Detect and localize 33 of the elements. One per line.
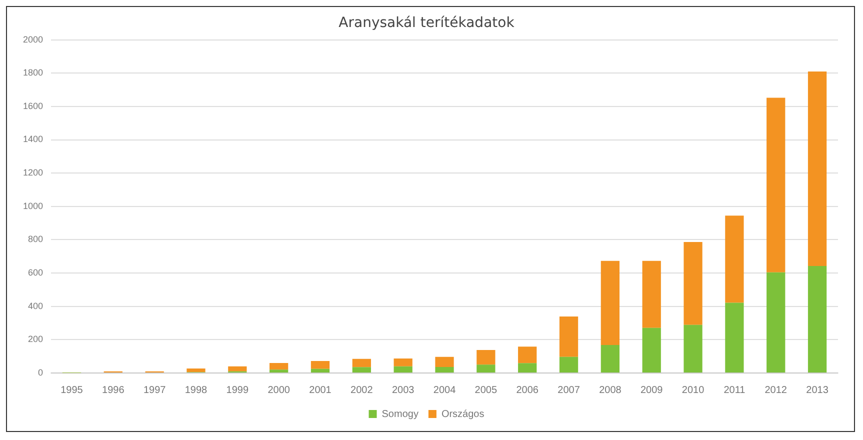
x-tick-label: 1998 [184, 384, 208, 396]
y-tick-label: 600 [28, 268, 44, 278]
y-tick-label: 1400 [22, 134, 44, 144]
x-tick-label: 2006 [516, 384, 539, 396]
x-tick-label: 2005 [474, 384, 498, 396]
x-tick-label: 2011 [724, 384, 746, 396]
y-tick-label: 1200 [22, 168, 44, 178]
x-tick-label: 2000 [268, 384, 290, 396]
x-tick-label: 1997 [143, 384, 166, 396]
x-tick-label: 1999 [226, 384, 249, 396]
x-tick-label: 2012 [764, 384, 788, 396]
y-tick-label: 200 [28, 334, 44, 344]
y-tick-label: 1800 [22, 68, 44, 78]
x-tick-label: 2007 [558, 384, 580, 396]
x-tick-label: 2004 [433, 384, 456, 396]
y-tick-label: 800 [28, 234, 44, 244]
y-tick-label: 400 [28, 300, 44, 311]
x-tick-label: 2009 [640, 384, 664, 396]
x-tick-label: 2013 [806, 384, 829, 396]
y-tick-label: 2000 [22, 34, 44, 44]
x-tick-label: 1995 [60, 384, 84, 396]
x-tick-label: 1996 [102, 384, 125, 396]
y-tick-label: 0 [38, 367, 44, 378]
x-tick-label: 2002 [350, 384, 374, 396]
legend-label: Somogy [382, 408, 418, 420]
x-tick-label: 2010 [682, 384, 705, 396]
x-tick-label: 2001 [309, 384, 332, 396]
y-tick-label: 1600 [22, 100, 44, 111]
x-tick-label: 2003 [392, 384, 415, 396]
y-tick-label: 1000 [22, 200, 44, 211]
legend-label: Országos [441, 408, 484, 420]
chart-title: Aranysakál terítékadatok [338, 15, 516, 32]
x-tick-label: 2008 [599, 384, 622, 396]
